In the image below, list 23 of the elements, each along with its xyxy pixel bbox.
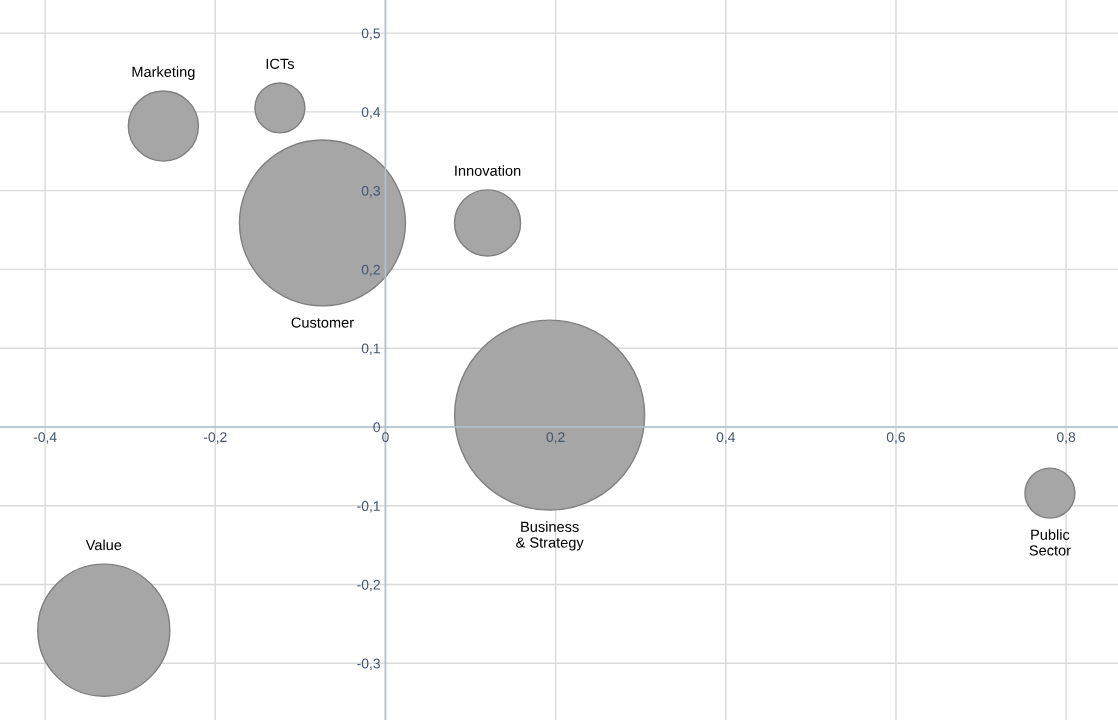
y-tick-label: -0,2 <box>357 579 380 592</box>
x-tick-label: 0,4 <box>716 432 736 444</box>
x-tick-label: 0,6 <box>886 432 905 444</box>
series-label: Innovation <box>455 165 521 176</box>
y-tick-label: -0,3 <box>357 658 380 671</box>
x-tick-label: 0,2 <box>546 432 565 444</box>
y-tick-label: 0,3 <box>361 185 380 198</box>
y-tick-label: 0,5 <box>361 28 380 40</box>
x-tick-label: -0,4 <box>33 432 57 444</box>
series-label: Public Sector <box>1029 529 1071 556</box>
y-tick-label: 0 <box>373 422 381 433</box>
y-tick-label: 0,1 <box>361 343 380 355</box>
series-label: Customer <box>291 317 354 328</box>
x-tick-label: 0,8 <box>1056 432 1076 444</box>
series-label: Value <box>85 539 122 551</box>
y-tick-label: 0,4 <box>361 107 381 119</box>
series-label: ICTs <box>266 58 294 69</box>
y-tick-label: -0,1 <box>357 501 380 513</box>
x-tick-label: -0,2 <box>203 432 227 444</box>
series-label: Marketing <box>132 66 195 80</box>
y-tick-label: 0,2 <box>361 264 380 277</box>
x-tick-label: 0 <box>382 432 389 443</box>
series-label: Business & Strategy <box>516 521 584 551</box>
